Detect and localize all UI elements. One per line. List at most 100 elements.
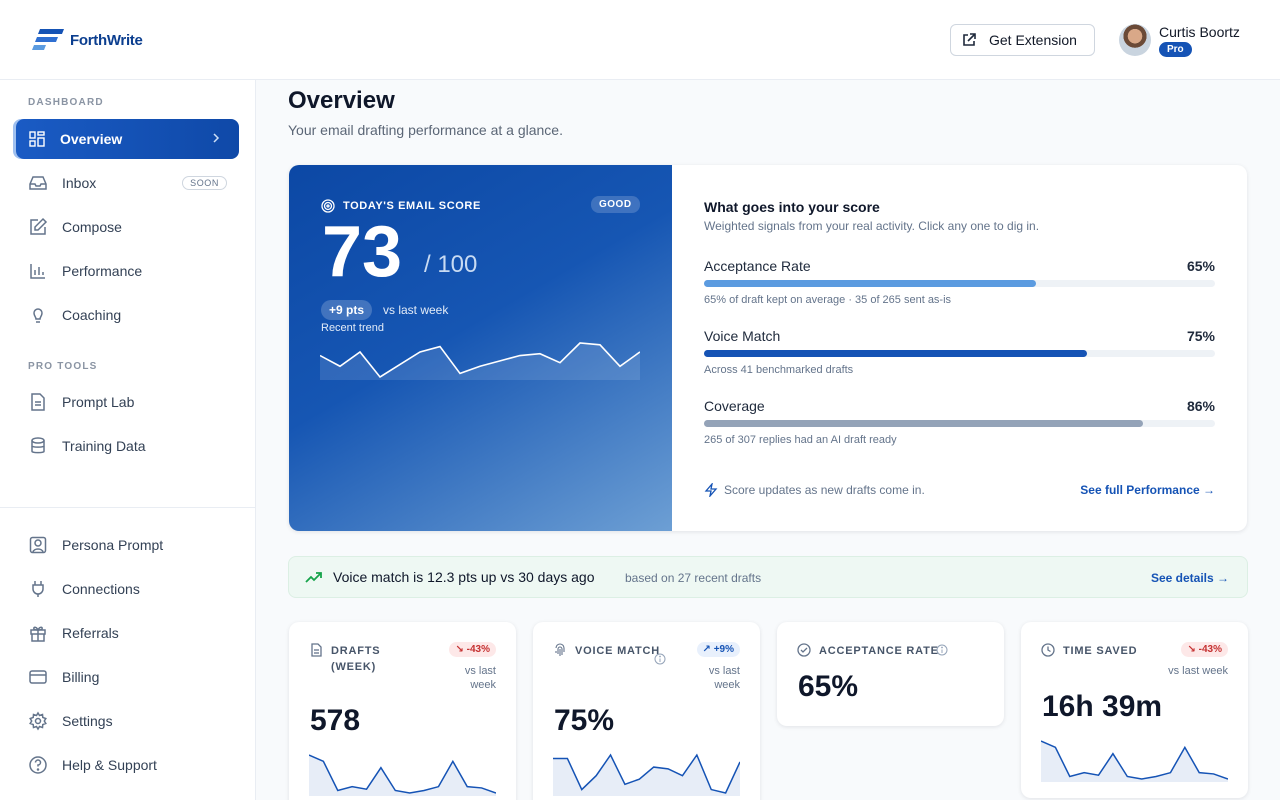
sparkline-area xyxy=(1041,741,1228,782)
kpi-label: TIME SAVED xyxy=(1041,643,1153,659)
sidebar-item-label: Compose xyxy=(62,219,122,235)
metric-bar-fill xyxy=(704,420,1144,427)
trend-line xyxy=(320,342,640,379)
kpi-change-chip: ↗ +9% xyxy=(696,642,740,657)
sidebar-item-label: Billing xyxy=(62,669,100,685)
kpi-label: ACCEPTANCE RATE xyxy=(797,643,939,659)
sidebar-item-overview[interactable]: Overview xyxy=(16,119,239,159)
sparkline-area xyxy=(553,755,740,796)
sidebar: DASHBOARD Overview Inbox SOON Compose Pe… xyxy=(0,80,256,800)
sidebar-item-label: Referrals xyxy=(62,625,119,641)
external-link-icon xyxy=(961,32,977,48)
kpi-card-time-saved[interactable]: TIME SAVED ↘ -43% vs last week 16h 39m xyxy=(1021,622,1248,798)
fingerprint-icon xyxy=(553,643,567,659)
clock-icon xyxy=(1041,643,1055,659)
kpi-value: 578 xyxy=(310,704,361,737)
user-name: Curtis Boortz xyxy=(1159,24,1240,40)
gear-icon xyxy=(28,711,48,731)
see-details-link[interactable]: See details → xyxy=(1150,571,1229,585)
metric-note: 265 of 307 replies had an AI draft ready xyxy=(704,434,897,446)
sidebar-item-compose[interactable]: Compose xyxy=(16,207,239,247)
top-bar: ForthWrite Get Extension Curtis Boortz P… xyxy=(0,0,1280,80)
database-icon xyxy=(28,436,48,456)
metric-name: Voice Match xyxy=(704,328,781,344)
kpi-comparison: vs last week xyxy=(708,665,740,691)
info-icon[interactable] xyxy=(936,644,948,656)
kpi-label-text: TIME SAVED xyxy=(1063,645,1138,657)
kpi-card-drafts[interactable]: DRAFTS (WEEK) ↘ -43% vs last week 578 xyxy=(289,622,516,800)
kpi-card-voice-match[interactable]: VOICE MATCH ↗ +9% vs last week 75% xyxy=(533,622,760,800)
email-score-panel[interactable]: TODAY'S EMAIL SCORE GOOD 73 / 100 +9 pts… xyxy=(289,165,672,531)
sidebar-item-label: Overview xyxy=(60,131,123,147)
metric-bar xyxy=(704,420,1215,427)
sidebar-item-training-data[interactable]: Training Data xyxy=(16,426,239,466)
sidebar-item-settings[interactable]: Settings xyxy=(16,701,239,741)
lightbulb-icon xyxy=(28,305,48,325)
score-label-text: TODAY'S EMAIL SCORE xyxy=(343,200,481,212)
kpi-comparison: vs last week xyxy=(1168,665,1228,677)
user-square-icon xyxy=(28,535,48,555)
metric-bar-fill xyxy=(704,280,1037,287)
sidebar-item-label: Inbox xyxy=(62,175,97,191)
kpi-card-acceptance-rate[interactable]: ACCEPTANCE RATE 65% xyxy=(777,622,1004,726)
kpi-change-chip: ↘ -43% xyxy=(449,642,496,657)
lightning-icon xyxy=(704,483,718,497)
sidebar-item-label: Persona Prompt xyxy=(62,537,164,553)
score-card: TODAY'S EMAIL SCORE GOOD 73 / 100 +9 pts… xyxy=(289,165,1247,531)
avatar[interactable] xyxy=(1119,24,1151,56)
kpi-sparkline xyxy=(553,753,740,796)
kpi-value: 65% xyxy=(798,670,859,703)
see-full-performance-link[interactable]: See full Performance → xyxy=(1080,483,1215,497)
page-title: Overview xyxy=(288,87,395,114)
kpi-sparkline xyxy=(1041,740,1228,782)
sidebar-item-label: Prompt Lab xyxy=(62,394,135,410)
sidebar-item-label: Connections xyxy=(62,581,140,597)
sidebar-item-persona-prompt[interactable]: Persona Prompt xyxy=(16,525,239,565)
sidebar-item-connections[interactable]: Connections xyxy=(16,569,239,609)
sidebar-item-coaching[interactable]: Coaching xyxy=(16,295,239,335)
soon-badge: SOON xyxy=(182,176,227,190)
score-value: 73 xyxy=(322,212,403,292)
metric-percent: 65% xyxy=(1186,258,1215,274)
sidebar-item-label: Performance xyxy=(62,263,143,279)
banner-subtext: based on 27 recent drafts xyxy=(625,571,762,585)
kpi-label-text: VOICE MATCH xyxy=(575,645,660,657)
sidebar-item-prompt-lab[interactable]: Prompt Lab xyxy=(16,382,239,422)
sparkline-area xyxy=(309,755,496,796)
kpi-value: 16h 39m xyxy=(1042,690,1163,723)
sidebar-item-label: Help & Support xyxy=(62,757,157,773)
section-label-pro-tools: PRO TOOLS xyxy=(28,361,98,372)
sidebar-item-help-support[interactable]: Help & Support xyxy=(16,745,239,785)
metric-bar xyxy=(704,280,1215,287)
metric-percent: 86% xyxy=(1186,398,1215,414)
info-icon[interactable] xyxy=(654,653,666,665)
metric-note: 65% of draft kept on average · 35 of 265… xyxy=(704,294,952,306)
sidebar-item-performance[interactable]: Performance xyxy=(16,251,239,291)
sidebar-divider xyxy=(0,507,255,508)
forthwrite-logo-icon xyxy=(32,27,66,53)
kpi-sparkline xyxy=(309,754,496,796)
trending-up-icon xyxy=(305,570,323,584)
score-delta-caption: vs last week xyxy=(383,303,449,317)
kpi-label: VOICE MATCH xyxy=(553,643,665,659)
score-delta: +9 pts xyxy=(321,300,373,320)
kpi-label-text: DRAFTS (WEEK) xyxy=(331,645,381,673)
sidebar-item-referrals[interactable]: Referrals xyxy=(16,613,239,653)
sidebar-item-inbox[interactable]: Inbox SOON xyxy=(16,163,239,203)
gift-icon xyxy=(28,623,48,643)
logo-text: ForthWrite xyxy=(70,31,143,49)
sidebar-item-billing[interactable]: Billing xyxy=(16,657,239,697)
inbox-icon xyxy=(28,173,48,193)
kpi-label: DRAFTS (WEEK) xyxy=(309,643,421,675)
logo[interactable]: ForthWrite xyxy=(32,27,143,53)
sidebar-item-label: Settings xyxy=(62,713,113,729)
pencil-icon xyxy=(28,217,48,237)
chevron-right-icon xyxy=(209,131,223,145)
score-breakdown: What goes into your score Weighted signa… xyxy=(672,165,1247,531)
score-label: TODAY'S EMAIL SCORE xyxy=(321,199,481,213)
sidebar-item-label: Training Data xyxy=(62,438,146,454)
score-status-badge: GOOD xyxy=(591,196,640,213)
get-extension-button[interactable]: Get Extension xyxy=(950,24,1095,56)
section-label-dashboard: DASHBOARD xyxy=(28,97,104,108)
metric-name: Coverage xyxy=(704,398,765,414)
